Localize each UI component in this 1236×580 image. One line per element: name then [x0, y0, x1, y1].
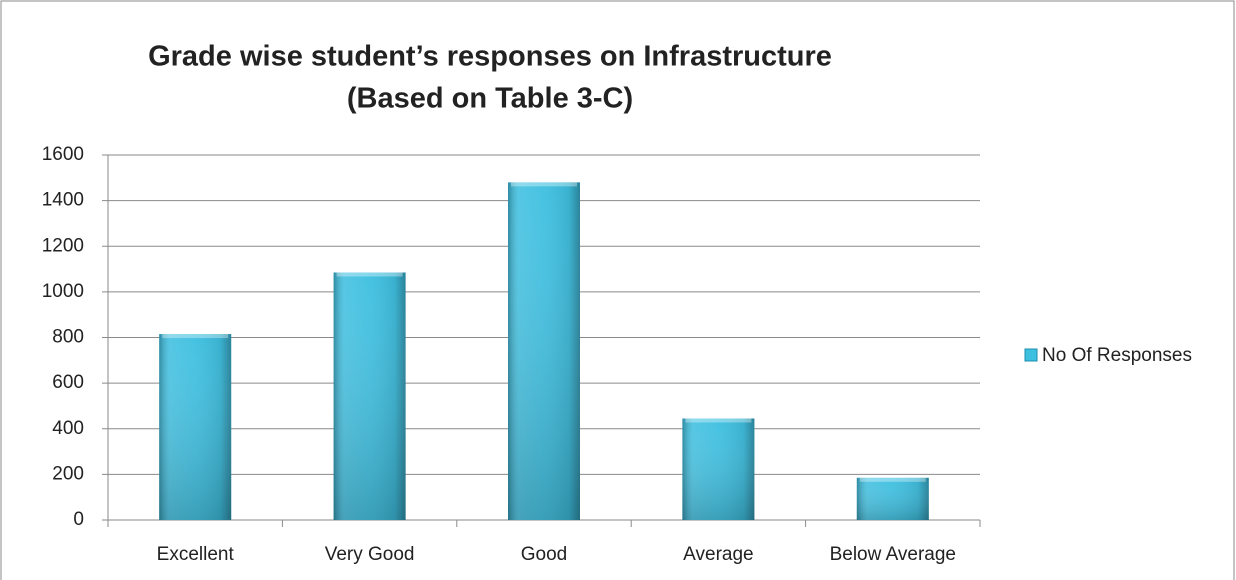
- bar-shade: [159, 334, 232, 520]
- y-tick-label: 0: [73, 509, 84, 530]
- x-tick-label: Very Good: [325, 544, 415, 565]
- bar-cap: [511, 182, 577, 187]
- y-tick-label: 1600: [42, 144, 84, 165]
- y-tick-label: 200: [52, 463, 84, 484]
- bar-shade: [856, 477, 929, 520]
- bar-cap: [162, 334, 229, 339]
- y-tick-label: 1000: [42, 281, 84, 302]
- y-tick-label: 1400: [42, 190, 84, 211]
- chart-subtitle: (Based on Table 3-C): [347, 83, 633, 115]
- bar-shade: [508, 182, 580, 520]
- y-tick-label: 400: [52, 418, 84, 439]
- chart-title: Grade wise student’s responses on Infras…: [148, 41, 832, 73]
- bar-shade: [333, 272, 406, 520]
- bar-cap: [685, 418, 752, 423]
- x-tick-label: Below Average: [830, 544, 956, 565]
- legend-label: No Of Responses: [1042, 345, 1192, 366]
- x-tick-label: Good: [521, 544, 567, 565]
- legend-swatch: [1024, 348, 1038, 362]
- y-tick-label: 1200: [42, 235, 84, 256]
- y-tick-label: 800: [52, 327, 84, 348]
- bar-cap: [859, 477, 926, 482]
- x-tick-label: Excellent: [157, 544, 235, 565]
- x-tick-label: Average: [683, 544, 753, 565]
- bar-cap: [336, 272, 403, 277]
- bar-shade: [682, 418, 755, 520]
- y-tick-label: 600: [52, 372, 84, 393]
